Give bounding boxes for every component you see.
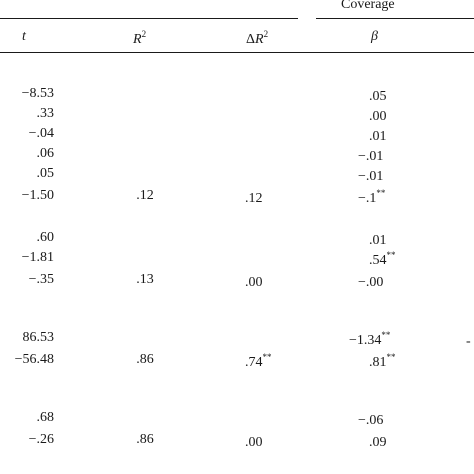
cell-beta-significance: ** xyxy=(386,250,396,260)
cell-r2: .86 xyxy=(136,352,154,367)
cell-beta-value: −.00 xyxy=(358,275,384,290)
column-header-r2: R2 xyxy=(133,29,146,48)
cell-t: −.04 xyxy=(28,126,54,141)
cell-beta: −.1** xyxy=(358,188,385,207)
cell-delta-r2-value: .00 xyxy=(245,435,263,450)
cell-beta-value: .01 xyxy=(369,129,387,144)
cell-beta-value: −.01 xyxy=(358,149,384,164)
cell-delta-r2: .12 xyxy=(245,188,263,207)
cell-t: −.26 xyxy=(28,432,54,447)
column-header-r2-base: R xyxy=(133,32,142,47)
cell-t: −.35 xyxy=(28,272,54,287)
cell-beta: .54** xyxy=(369,250,396,269)
cell-t: −1.50 xyxy=(21,188,54,203)
cell-t: .60 xyxy=(36,230,55,245)
cell-t: 86.53 xyxy=(22,330,55,345)
cell-t: .06 xyxy=(36,146,55,161)
column-header-delta-r2-base: R xyxy=(255,32,264,47)
cell-delta-r2: .00 xyxy=(245,432,263,451)
cell-beta-value: .09 xyxy=(369,435,387,450)
cell-beta-value: .54 xyxy=(369,253,387,268)
edge-fragment: - xyxy=(466,334,471,349)
cell-beta-value: .00 xyxy=(369,109,387,124)
cell-r2: .12 xyxy=(136,188,154,203)
cell-delta-r2-value: .12 xyxy=(245,191,263,206)
cell-delta-r2: .00 xyxy=(245,272,263,291)
cell-delta-r2: .74** xyxy=(245,352,272,371)
cell-t: −8.53 xyxy=(21,86,54,101)
cell-beta: .81** xyxy=(369,352,396,371)
column-header-delta-symbol: Δ xyxy=(246,32,256,47)
cell-t: −1.81 xyxy=(21,250,54,265)
cell-delta-r2-value: .74 xyxy=(245,355,263,370)
cell-delta-r2-value: .00 xyxy=(245,275,263,290)
cell-beta: .00 xyxy=(369,106,387,125)
cell-beta: .01 xyxy=(369,230,387,249)
cell-beta: −.01 xyxy=(358,146,383,165)
cell-delta-r2-significance: ** xyxy=(262,352,272,362)
cell-r2: .13 xyxy=(136,272,154,287)
top-rule-left xyxy=(0,18,298,19)
column-header-t: t xyxy=(22,29,26,45)
cell-beta-value: −.06 xyxy=(358,413,384,428)
header-bottom-rule xyxy=(0,52,474,53)
cell-beta: .05 xyxy=(369,86,387,105)
cell-beta-value: −.01 xyxy=(358,169,384,184)
cell-t: .68 xyxy=(36,410,55,425)
cell-beta: −1.34** xyxy=(349,330,390,349)
column-header-delta-r2-sup: 2 xyxy=(263,29,269,39)
cell-beta: −.06 xyxy=(358,410,383,429)
cell-beta-value: −1.34 xyxy=(349,333,382,348)
cell-beta-value: .05 xyxy=(369,89,387,104)
cell-t: .05 xyxy=(36,166,55,181)
cell-beta-value: −.1 xyxy=(358,191,377,206)
cell-beta: .01 xyxy=(369,126,387,145)
cell-r2: .86 xyxy=(136,432,154,447)
cell-beta-value: .81 xyxy=(369,355,387,370)
cell-beta: .09 xyxy=(369,432,387,451)
column-header-delta-r2: ΔR2 xyxy=(246,29,268,48)
cell-beta-significance: ** xyxy=(381,330,391,340)
column-header-t-text: t xyxy=(22,29,26,44)
cell-beta: −.01 xyxy=(358,166,383,185)
coverage-group-header: Coverage xyxy=(341,0,395,12)
coverage-rule xyxy=(316,18,474,19)
column-header-r2-sup: 2 xyxy=(141,29,147,39)
cell-beta: −.00 xyxy=(358,272,383,291)
cell-beta-value: .01 xyxy=(369,233,387,248)
cell-beta-significance: ** xyxy=(376,188,386,198)
cell-beta-significance: ** xyxy=(386,352,396,362)
column-header-beta: β xyxy=(371,29,378,44)
cell-t: .33 xyxy=(36,106,55,121)
cell-t: −56.48 xyxy=(14,352,54,367)
